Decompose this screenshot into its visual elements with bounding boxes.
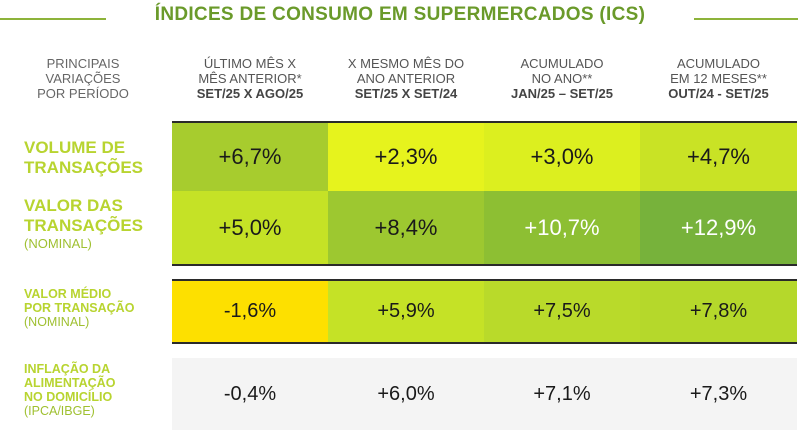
title-rule-left xyxy=(0,18,106,20)
row-label-note: (IPCA/IBGE) xyxy=(24,404,95,418)
header-line: X MESMO MÊS DO xyxy=(347,56,465,71)
header-sub: SET/25 X SET/24 xyxy=(354,86,458,101)
value-cell: +7,1% xyxy=(533,382,591,405)
row-separator xyxy=(172,121,797,123)
row-label-line: VALOR MÉDIO xyxy=(24,287,112,301)
header-ytd: ACUMULADO NO ANO** JAN/25 – SET/25 xyxy=(484,56,640,101)
row-label-line: VALOR DAS xyxy=(24,196,123,215)
row-label-line: NO DOMICÍLIO xyxy=(24,390,113,404)
header-line: MÊS ANTERIOR* xyxy=(198,71,302,86)
value-cell: +6,7% xyxy=(172,123,328,191)
row-label-line: ALIMENTAÇÃO xyxy=(24,376,116,390)
header-line: ACUMULADO xyxy=(520,56,604,71)
value-cell: -1,6% xyxy=(172,281,328,342)
row-label-line: TRANSAÇÕES xyxy=(24,216,144,235)
row-label-value: VALOR DAS TRANSAÇÕES (NOMINAL) xyxy=(24,196,143,251)
row-label-line: POR TRANSAÇÃO xyxy=(24,301,135,315)
value-cell: +7,3% xyxy=(689,382,748,405)
header-periods: PRINCIPAIS VARIAÇÕES POR PERÍODO xyxy=(8,56,158,101)
value-cell: +10,7% xyxy=(484,191,640,264)
value-cell: +4,7% xyxy=(640,123,797,191)
header-line: ÚLTIMO MÊS X xyxy=(203,56,297,71)
title-rule-right xyxy=(694,18,798,20)
header-line: POR PERÍODO xyxy=(37,86,129,101)
value-cell: +5,0% xyxy=(172,191,328,264)
header-12-months: ACUMULADO EM 12 MESES** OUT/24 - SET/25 xyxy=(640,56,797,101)
value-cell: +7,5% xyxy=(484,281,640,342)
value-cell: +7,8% xyxy=(640,281,797,342)
header-line: NO ANO** xyxy=(531,71,593,86)
inflation-band xyxy=(172,358,797,430)
row-label-note: (NOMINAL) xyxy=(24,315,90,329)
row-separator xyxy=(172,264,797,266)
value-cell: +12,9% xyxy=(640,191,797,264)
row-label-line: TRANSAÇÕES xyxy=(24,158,144,177)
row-label-volume: VOLUME DE TRANSAÇÕES xyxy=(24,138,143,178)
header-last-month: ÚLTIMO MÊS X MÊS ANTERIOR* SET/25 X AGO/… xyxy=(172,56,328,101)
header-line: PRINCIPAIS xyxy=(46,56,120,71)
page-title: ÍNDICES DE CONSUMO EM SUPERMERCADOS (ICS… xyxy=(154,4,646,25)
title-bar: ÍNDICES DE CONSUMO EM SUPERMERCADOS (ICS… xyxy=(0,0,798,40)
value-cell: +2,3% xyxy=(328,123,484,191)
row-label-note: (NOMINAL) xyxy=(24,236,92,251)
row-label-inflation: INFLAÇÃO DA ALIMENTAÇÃO NO DOMICÍLIO (IP… xyxy=(24,362,115,418)
row-separator xyxy=(172,342,797,344)
row-label-line: INFLAÇÃO DA xyxy=(24,362,111,376)
value-cell: -0,4% xyxy=(223,382,277,405)
row-label-line: VOLUME DE xyxy=(24,138,126,157)
header-line: VARIAÇÕES xyxy=(45,71,121,86)
header-line: EM 12 MESES** xyxy=(670,71,767,86)
header-same-month: X MESMO MÊS DO ANO ANTERIOR SET/25 X SET… xyxy=(328,56,484,101)
header-sub: OUT/24 - SET/25 xyxy=(668,86,769,101)
header-line: ANO ANTERIOR xyxy=(356,71,456,86)
value-cell: +3,0% xyxy=(484,123,640,191)
header-sub: JAN/25 – SET/25 xyxy=(511,86,613,101)
value-cell: +5,9% xyxy=(328,281,484,342)
value-cell: +8,4% xyxy=(328,191,484,264)
row-separator xyxy=(172,279,797,281)
header-sub: SET/25 X AGO/25 xyxy=(196,86,304,101)
header-line: ACUMULADO xyxy=(676,56,761,71)
row-label-average: VALOR MÉDIO POR TRANSAÇÃO (NOMINAL) xyxy=(24,287,134,329)
value-cell: +6,0% xyxy=(377,382,435,405)
